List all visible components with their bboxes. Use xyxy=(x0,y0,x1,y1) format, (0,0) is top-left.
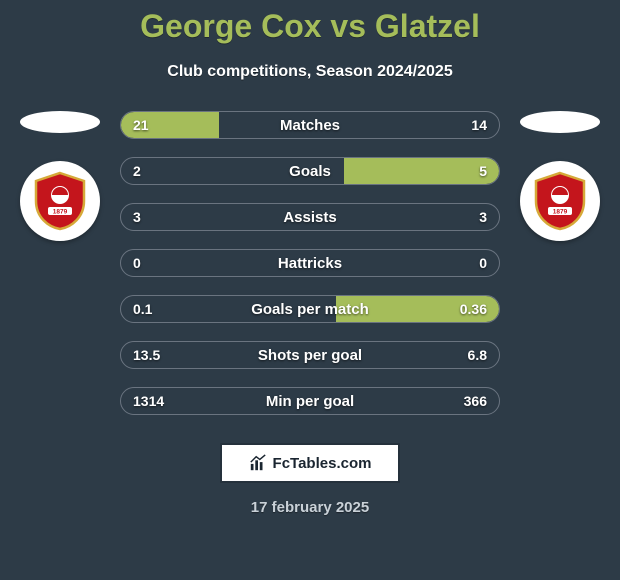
stat-value-right: 0.36 xyxy=(460,296,487,322)
club-logo-right: 1879 xyxy=(520,161,600,241)
comparison-panel: 1879 1879 21Matches14 2Goals5 3Assists3 0Ha… xyxy=(0,111,620,415)
stat-label: Goals xyxy=(121,158,499,184)
stat-row: 0.1Goals per match0.36 xyxy=(120,295,500,323)
flag-left xyxy=(20,111,100,133)
stat-row: 21Matches14 xyxy=(120,111,500,139)
stat-value-right: 5 xyxy=(479,158,487,184)
svg-text:1879: 1879 xyxy=(553,209,568,216)
stat-value-right: 14 xyxy=(471,112,487,138)
flag-right xyxy=(520,111,600,133)
chart-icon xyxy=(249,454,267,472)
stats-bars: 21Matches14 2Goals5 3Assists3 0Hattricks0 0.… xyxy=(120,111,500,415)
stat-value-right: 6.8 xyxy=(468,342,487,368)
date-label: 17 february 2025 xyxy=(0,499,620,516)
stat-label: Goals per match xyxy=(121,296,499,322)
stat-row: 3Assists3 xyxy=(120,203,500,231)
brand-label: FcTables.com xyxy=(273,455,372,472)
stat-row: 2Goals5 xyxy=(120,157,500,185)
stat-row: 13.5Shots per goal6.8 xyxy=(120,341,500,369)
stat-label: Matches xyxy=(121,112,499,138)
stat-label: Hattricks xyxy=(121,250,499,276)
club-logo-left: 1879 xyxy=(20,161,100,241)
page-title: George Cox vs Glatzel xyxy=(0,0,620,45)
stat-label: Min per goal xyxy=(121,388,499,414)
brand-badge[interactable]: FcTables.com xyxy=(220,443,400,483)
stat-value-right: 366 xyxy=(464,388,487,414)
stat-value-right: 0 xyxy=(479,250,487,276)
stat-row: 0Hattricks0 xyxy=(120,249,500,277)
subtitle: Club competitions, Season 2024/2025 xyxy=(0,63,620,81)
stat-label: Shots per goal xyxy=(121,342,499,368)
crest-icon: 1879 xyxy=(530,171,590,231)
crest-icon: 1879 xyxy=(30,171,90,231)
player-right-column: 1879 xyxy=(510,111,610,241)
player-left-column: 1879 xyxy=(10,111,110,241)
svg-text:1879: 1879 xyxy=(53,209,68,216)
stat-row: 1314Min per goal366 xyxy=(120,387,500,415)
stat-value-right: 3 xyxy=(479,204,487,230)
stat-label: Assists xyxy=(121,204,499,230)
